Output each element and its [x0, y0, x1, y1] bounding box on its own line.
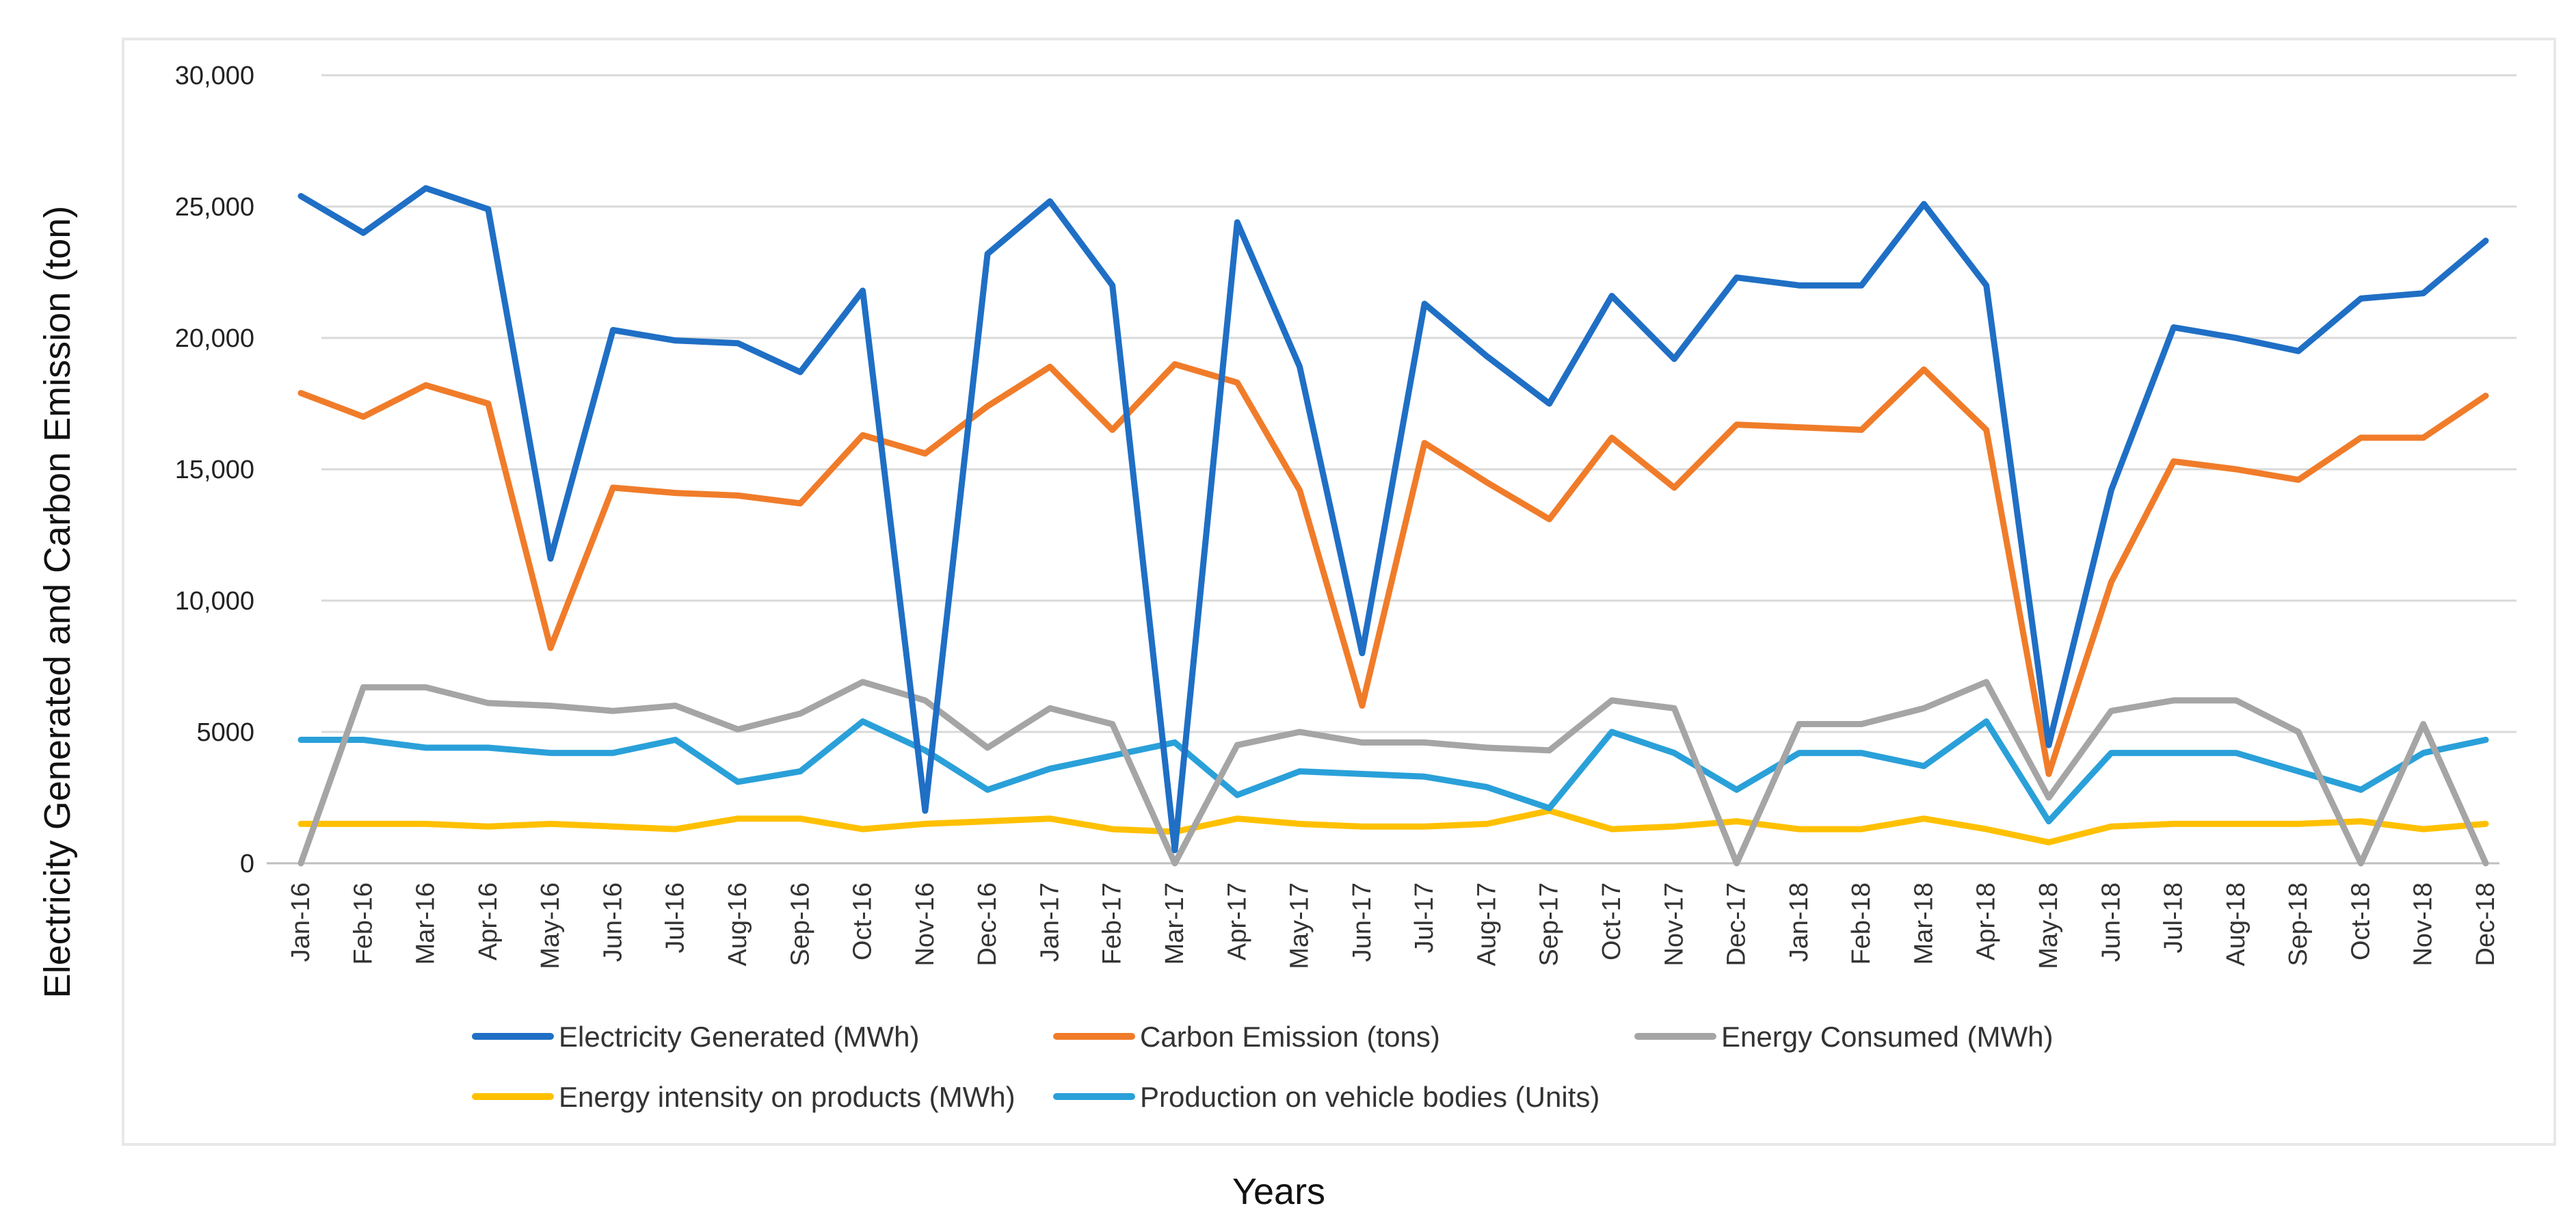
legend-item: Energy intensity on products (MWh): [472, 1081, 1015, 1113]
x-tick-label: May-18: [2034, 882, 2063, 969]
x-tick-label: Jun-18: [2097, 882, 2125, 962]
y-tick-label: 20,000: [175, 324, 254, 353]
legend-label: Energy intensity on products (MWh): [559, 1081, 1015, 1113]
x-tick-label: Sep-17: [1535, 882, 1564, 967]
chart-area: [122, 38, 2556, 1146]
x-tick-label: Oct-17: [1597, 882, 1626, 960]
series-line-1: [297, 361, 2489, 777]
legend-label: Production on vehicle bodies (Units): [1140, 1081, 1599, 1113]
x-tick-label: Jul-17: [1410, 882, 1439, 954]
x-tick-label: Jul-18: [2160, 882, 2188, 954]
legend-item: Carbon Emission (tons): [1053, 1021, 1440, 1053]
x-tick-label: Feb-17: [1098, 882, 1127, 965]
x-tick-label: Dec-16: [973, 882, 1002, 967]
x-tick-label: Nov-18: [2409, 882, 2438, 967]
x-tick-label: May-17: [1286, 882, 1314, 969]
x-tick-label: Mar-16: [412, 882, 440, 965]
x-tick-label: Jan-16: [287, 882, 315, 962]
legend-item: Electricity Generated (MWh): [472, 1021, 919, 1053]
x-tick-label: Dec-18: [2471, 882, 2500, 967]
x-tick-labels: Jan-16 Feb-16 Mar-16 Apr-16 May-16 Jun-16 Jul-…: [287, 882, 2500, 969]
x-tick-label: Feb-16: [349, 882, 377, 965]
x-tick-label: May-16: [536, 882, 565, 969]
x-tick-label: Aug-18: [2222, 882, 2250, 967]
series-line-0: [297, 185, 2489, 854]
y-tick-labels: 0 5000 10,000 15,000 20,000 25,000 30,000: [175, 62, 254, 878]
x-tick-label: Mar-18: [1909, 882, 1938, 965]
x-tick-label: Feb-18: [1847, 882, 1876, 965]
y-tick-label: 10,000: [175, 587, 254, 616]
x-tick-label: Jul-16: [661, 882, 690, 954]
x-tick-label: Jun-17: [1348, 882, 1377, 962]
x-tick-label: Apr-17: [1223, 882, 1251, 960]
y-tick-label: 25,000: [175, 193, 254, 222]
legend-label: Carbon Emission (tons): [1140, 1021, 1440, 1053]
legend-label: Electricity Generated (MWh): [559, 1021, 919, 1053]
x-tick-label: Sep-18: [2284, 882, 2313, 967]
x-tick-label: Apr-16: [474, 882, 503, 960]
x-tick-label: Apr-18: [1972, 882, 2001, 960]
x-tick-label: Jun-16: [598, 882, 627, 962]
x-tick-label: Jan-18: [1785, 882, 1814, 962]
y-tick-label: 5000: [196, 718, 254, 747]
legend: Electricity Generated (MWh) Carbon Emissi…: [472, 1021, 2053, 1113]
x-tick-label: Aug-17: [1472, 882, 1501, 967]
x-tick-label: Nov-16: [911, 882, 940, 967]
x-tick-label: Oct-16: [849, 882, 877, 960]
legend-label: Energy Consumed (MWh): [1721, 1021, 2053, 1053]
x-tick-label: Sep-16: [786, 882, 814, 967]
x-tick-label: Nov-17: [1660, 882, 1688, 967]
x-tick-label: Dec-17: [1723, 882, 1751, 967]
legend-item: Production on vehicle bodies (Units): [1053, 1081, 1599, 1113]
x-axis-title: Years: [1232, 1171, 1325, 1212]
y-axis-title: Electricity Generated and Carbon Emissio…: [37, 206, 78, 999]
x-tick-label: Jan-17: [1035, 882, 1064, 962]
y-tick-label: 30,000: [175, 62, 254, 90]
series-lines: [297, 185, 2489, 867]
x-tick-label: Oct-18: [2346, 882, 2375, 960]
series-line-3: [297, 807, 2489, 846]
gridlines: [267, 74, 2517, 865]
series-line-2: [297, 679, 2489, 867]
series-line-4: [297, 718, 2489, 825]
x-tick-label: Aug-16: [723, 882, 752, 967]
y-tick-label: 15,000: [175, 456, 254, 484]
legend-item: Energy Consumed (MWh): [1634, 1021, 2053, 1053]
x-tick-label: Mar-17: [1160, 882, 1189, 965]
y-tick-label: 0: [240, 850, 254, 878]
